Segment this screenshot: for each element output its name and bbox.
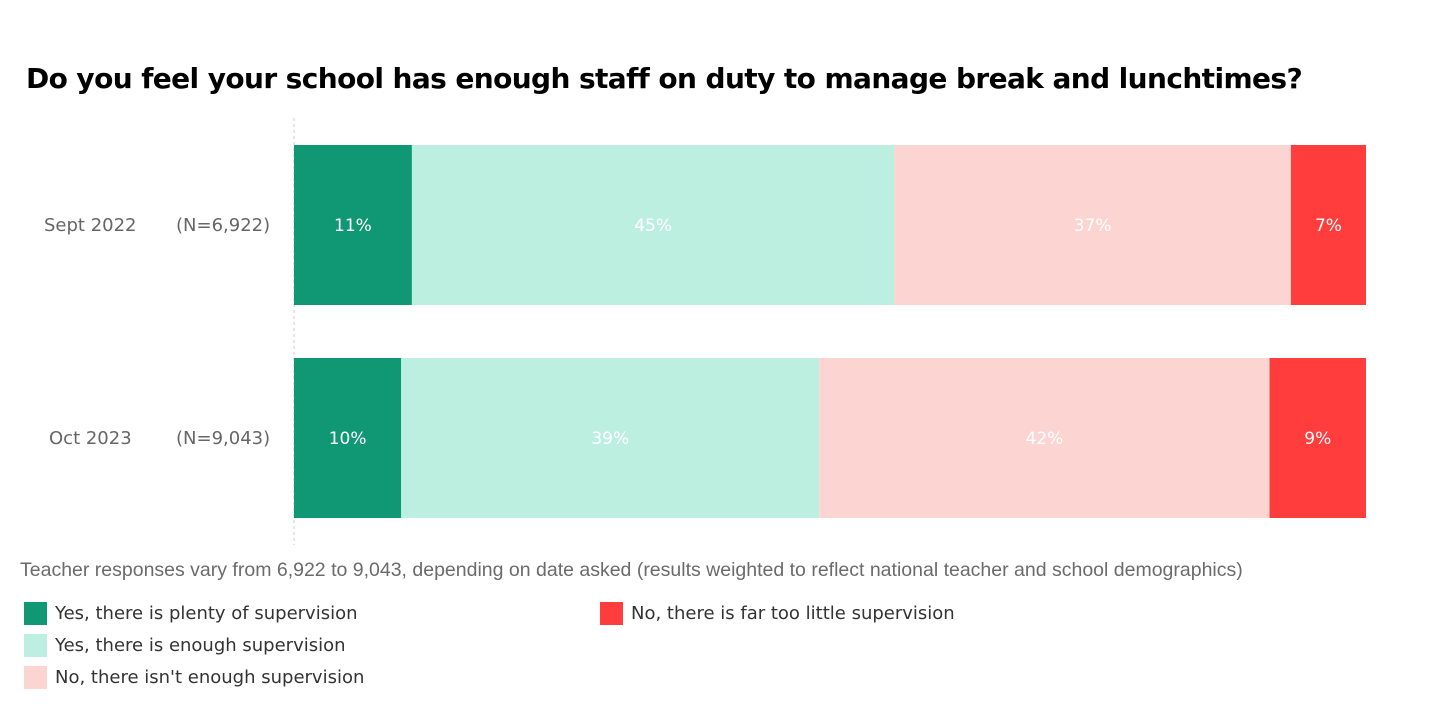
bar-value-label: 11% [334,216,372,236]
legend-swatch [24,634,47,657]
legend-item: No, there isn't enough supervision [24,666,364,689]
legend-label: No, there isn't enough supervision [55,667,365,688]
sample-size-label: (N=9,043) [176,428,270,449]
legend-swatch [600,602,623,625]
legend-item: No, there is far too little supervision [600,602,955,625]
legend-label: No, there is far too little supervision [631,603,955,624]
bar-value-label: 10% [329,429,367,449]
legend-item: Yes, there is plenty of supervision [24,602,358,625]
bar-segment [294,145,412,305]
bar-value-label: 7% [1315,216,1342,236]
bar-value-label: 45% [634,216,672,236]
bar-segment [819,358,1270,518]
chart-title: Do you feel your school has enough staff… [26,62,1303,95]
category-label: Sept 2022 [44,215,137,236]
bar-segment [401,358,820,518]
bar-value-label: 39% [591,429,629,449]
bar-segment [1269,358,1366,518]
legend-swatch [24,666,47,689]
sample-size-label: (N=6,922) [176,215,270,236]
legend-label: Yes, there is enough supervision [55,635,346,656]
bar-value-label: 37% [1074,216,1112,236]
bar-segment [294,358,402,518]
legend-label: Yes, there is plenty of supervision [55,603,358,624]
bar-segment [894,145,1291,305]
bar-segment [411,145,895,305]
bar-segment [1290,145,1366,305]
legend-item: Yes, there is enough supervision [24,634,346,657]
category-label: Oct 2023 [49,428,132,449]
legend-swatch [24,602,47,625]
bar-value-label: 9% [1304,429,1331,449]
bar-value-label: 42% [1026,429,1064,449]
footnote: Teacher responses vary from 6,922 to 9,0… [20,559,1243,581]
